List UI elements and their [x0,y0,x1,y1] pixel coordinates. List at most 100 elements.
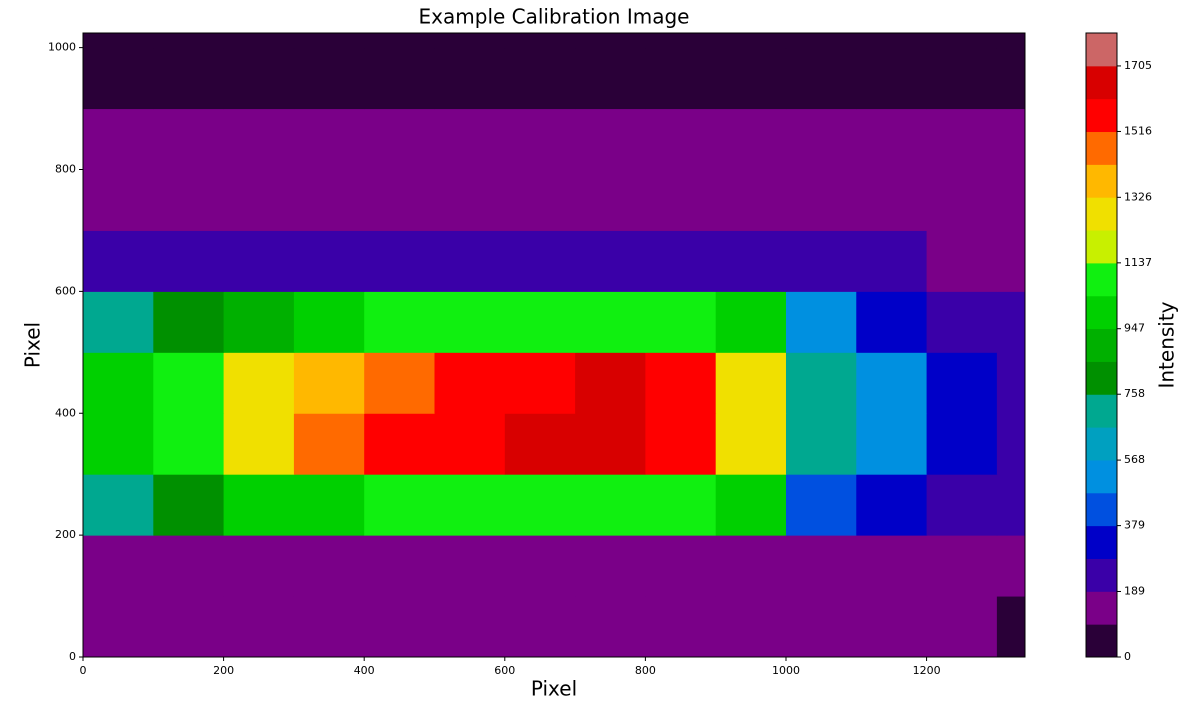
heatmap-cell [645,535,717,597]
heatmap-cell [575,33,646,49]
heatmap-cell [434,230,506,292]
colorbar-tick-label: 568 [1124,453,1145,466]
heatmap-cell [856,352,928,414]
heatmap-cell [645,474,717,536]
colorbar-band [1086,525,1117,559]
heatmap-cell [83,47,154,110]
colorbar-band [1086,230,1117,264]
heatmap-cell [856,596,928,658]
heatmap-cell [83,413,154,475]
heatmap-cell [223,169,295,231]
heatmap-cell [715,230,787,292]
heatmap-cell [996,291,1026,353]
heatmap-cell [575,47,646,110]
heatmap-cell [364,169,435,231]
heatmap-cell [434,47,506,110]
heatmap-cell [856,535,928,597]
heatmap-cell [926,169,998,231]
heatmap-cell [715,169,787,231]
y-tick-label: 200 [55,528,76,541]
heatmap-cell [856,169,928,231]
heatmap-cell [785,291,857,353]
heatmap-cell [856,47,928,110]
heatmap-cell [434,352,506,414]
heatmap-cell [434,596,506,658]
heatmap-cell [856,108,928,170]
heatmap-cell [223,535,295,597]
heatmap-cell [83,535,154,597]
x-tick-label: 0 [80,664,87,677]
heatmap-cell [364,108,435,170]
heatmap-cell [504,108,576,170]
heatmap-cell [926,352,998,414]
heatmap-cell [926,535,998,597]
heatmap-cell [856,291,928,353]
heatmap-cell [996,596,1026,658]
x-tick-label: 600 [494,664,515,677]
heatmap-cell [785,535,857,597]
y-tick-label: 1000 [48,41,76,54]
heatmap-cell [434,291,506,353]
heatmap-cell [715,108,787,170]
y-axis-label: Pixel [21,322,45,368]
heatmap-cell [153,291,225,353]
heatmap-cell [504,230,576,292]
heatmap-cell [293,47,365,110]
heatmap-cell [926,413,998,475]
heatmap-cell [223,291,295,353]
heatmap-cell [504,291,576,353]
heatmap-cell [153,33,225,49]
heatmap-cell [364,352,435,414]
heatmap-cell [575,352,646,414]
heatmap-cell [293,596,365,658]
heatmap-cell [926,291,998,353]
heatmap-cell [153,596,225,658]
heatmap-cell [293,352,365,414]
x-tick-label: 1000 [772,664,800,677]
heatmap-cell [575,169,646,231]
x-tick-label: 400 [354,664,375,677]
heatmap-cell [504,535,576,597]
heatmap-cell [715,474,787,536]
heatmap-cell [575,230,646,292]
colorbar-band [1086,65,1117,100]
heatmap-cell [293,33,365,49]
heatmap-cell [504,33,576,49]
colorbar-tick-label: 1326 [1124,190,1152,203]
heatmap-cell [575,108,646,170]
heatmap-cell [223,47,295,110]
heatmap-cell [996,474,1026,536]
heatmap-cell [926,596,998,658]
heatmap-cell [575,474,646,536]
y-tick-label: 800 [55,163,76,176]
colorbar-band [1086,427,1117,461]
y-tick-label: 0 [69,650,76,663]
heatmap-cell [434,474,506,536]
plot-frame [82,32,1026,658]
heatmap-cell [645,596,717,658]
heatmap-cell [645,230,717,292]
heatmap-cell [293,291,365,353]
heatmap-cell [715,47,787,110]
heatmap-cell [364,535,435,597]
heatmap-cell [364,230,435,292]
heatmap-cell [575,413,646,475]
heatmap-cell [715,596,787,658]
colorbar-band [1086,131,1117,165]
colorbar-tick-label: 1516 [1124,124,1152,137]
heatmap-cell [575,535,646,597]
heatmap-cell [856,413,928,475]
colorbar-band [1086,164,1117,198]
heatmap-cell [645,33,717,49]
heatmap-cell [153,535,225,597]
heatmap-cell [856,33,928,49]
heatmap-cell [715,535,787,597]
heatmap-cell [785,108,857,170]
y-tick-label: 600 [55,284,76,297]
y-tick-label: 400 [55,406,76,419]
heatmap-cell [153,108,225,170]
heatmap-cell [785,352,857,414]
heatmap-cell [153,413,225,475]
heatmap-cell [364,413,435,475]
heatmap-cell [645,108,717,170]
